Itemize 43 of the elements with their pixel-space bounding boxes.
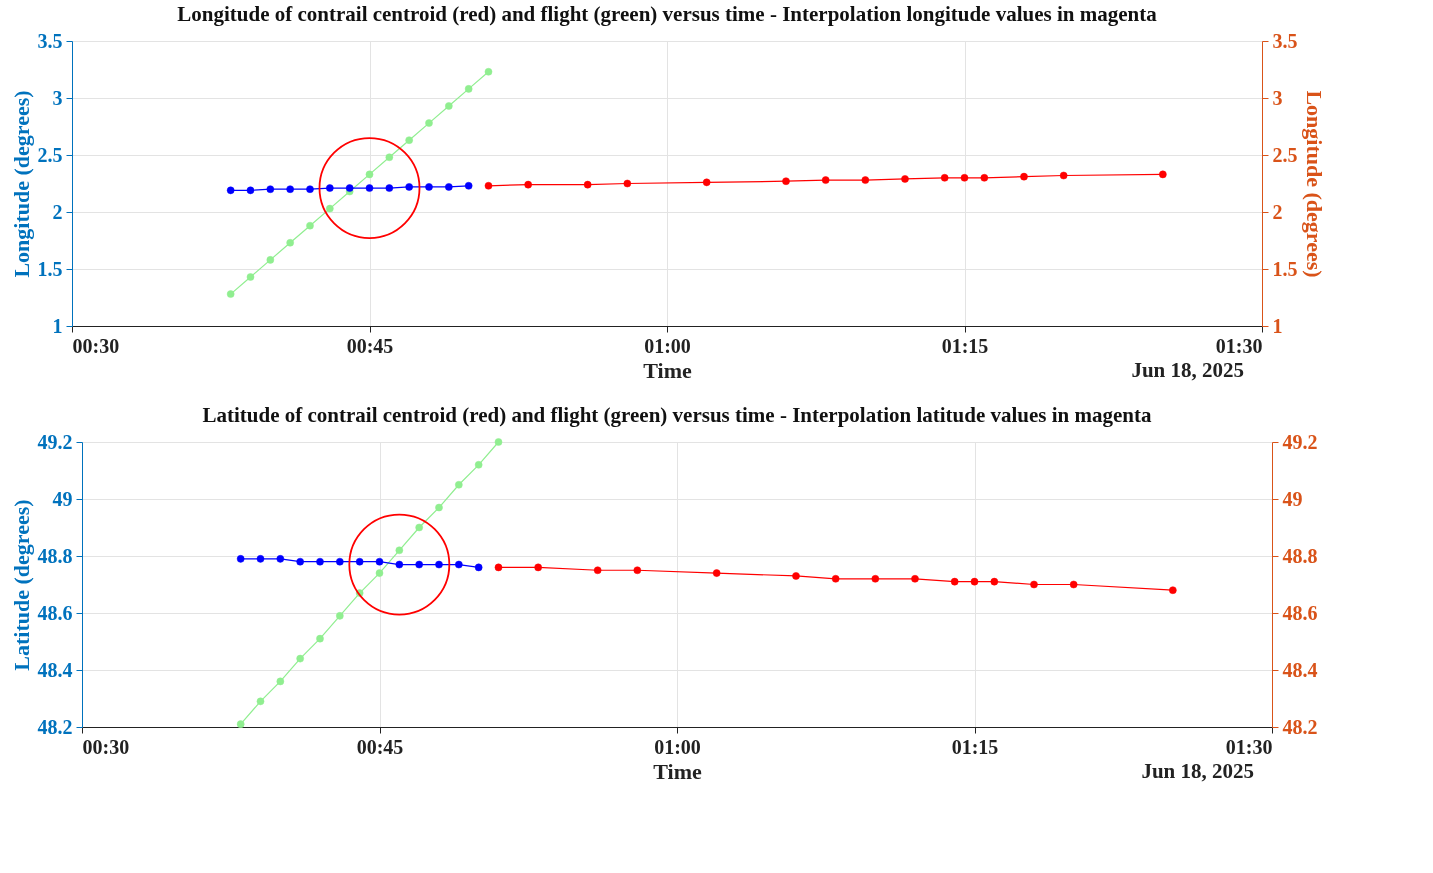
text: Jun 18, 2025 [1141, 759, 1254, 783]
x-tick-label: 00:30 [72, 334, 120, 357]
y-tick-label: 49.2 [37, 430, 73, 453]
y2-axis-title: Longitude (degrees) [1301, 90, 1327, 278]
x-axis-title: Time [653, 758, 702, 784]
y2-tick-label: 48.2 [1282, 715, 1318, 738]
y-tick-label: 48.4 [37, 658, 73, 681]
y-tick-label: 1 [52, 314, 63, 337]
x-axis-title: Time [643, 357, 692, 383]
y-tick-label: 48.8 [37, 544, 73, 567]
x-tick-label: 01:30 [1225, 735, 1273, 758]
x-tick-label: 01:00 [654, 735, 701, 758]
x-tick-label: 01:00 [644, 334, 691, 357]
y2-tick-label: 3.5 [1272, 29, 1298, 52]
y2-tick-label: 1 [1272, 314, 1283, 337]
x-tick-label: 00:30 [82, 735, 130, 758]
x-tick-label: 01:30 [1215, 334, 1263, 357]
y2-tick-label: 2.5 [1272, 143, 1298, 166]
y-tick-label: 2.5 [37, 143, 63, 166]
x-tick-label: 00:45 [346, 334, 394, 357]
y-axis-title: Latitude (degrees) [8, 499, 34, 671]
y2-tick-label: 48.4 [1282, 658, 1318, 681]
y-tick-label: 48.6 [37, 601, 73, 624]
y2-tick-label: 48.6 [1282, 601, 1318, 624]
text: Jun 18, 2025 [1131, 358, 1244, 382]
y-tick-label: 3 [52, 86, 63, 109]
y2-tick-label: 49 [1282, 487, 1303, 510]
y2-tick-label: 1.5 [1272, 257, 1298, 280]
y-tick-label: 3.5 [37, 29, 63, 52]
y-tick-label: 2 [52, 200, 63, 223]
chart-title: Longitude of contrail centroid (red) and flight (green) versus time - Interpolation longitude values in magenta [177, 2, 1158, 26]
x-tick-label: 01:15 [951, 735, 999, 758]
y-axis-title: Longitude (degrees) [8, 90, 34, 278]
y2-tick-label: 2 [1272, 200, 1283, 223]
y-tick-label: 48.2 [37, 715, 73, 738]
y2-tick-label: 3 [1272, 86, 1283, 109]
y-tick-label: 1.5 [37, 257, 63, 280]
x-tick-label: 01:15 [941, 334, 989, 357]
chart-title: Latitude of contrail centroid (red) and flight (green) versus time - Interpolation latitude values in magenta [202, 403, 1152, 427]
x-tick-label: 00:45 [356, 735, 404, 758]
y2-tick-label: 48.8 [1282, 544, 1318, 567]
y2-tick-label: 49.2 [1282, 430, 1318, 453]
y-tick-label: 49 [52, 487, 73, 510]
